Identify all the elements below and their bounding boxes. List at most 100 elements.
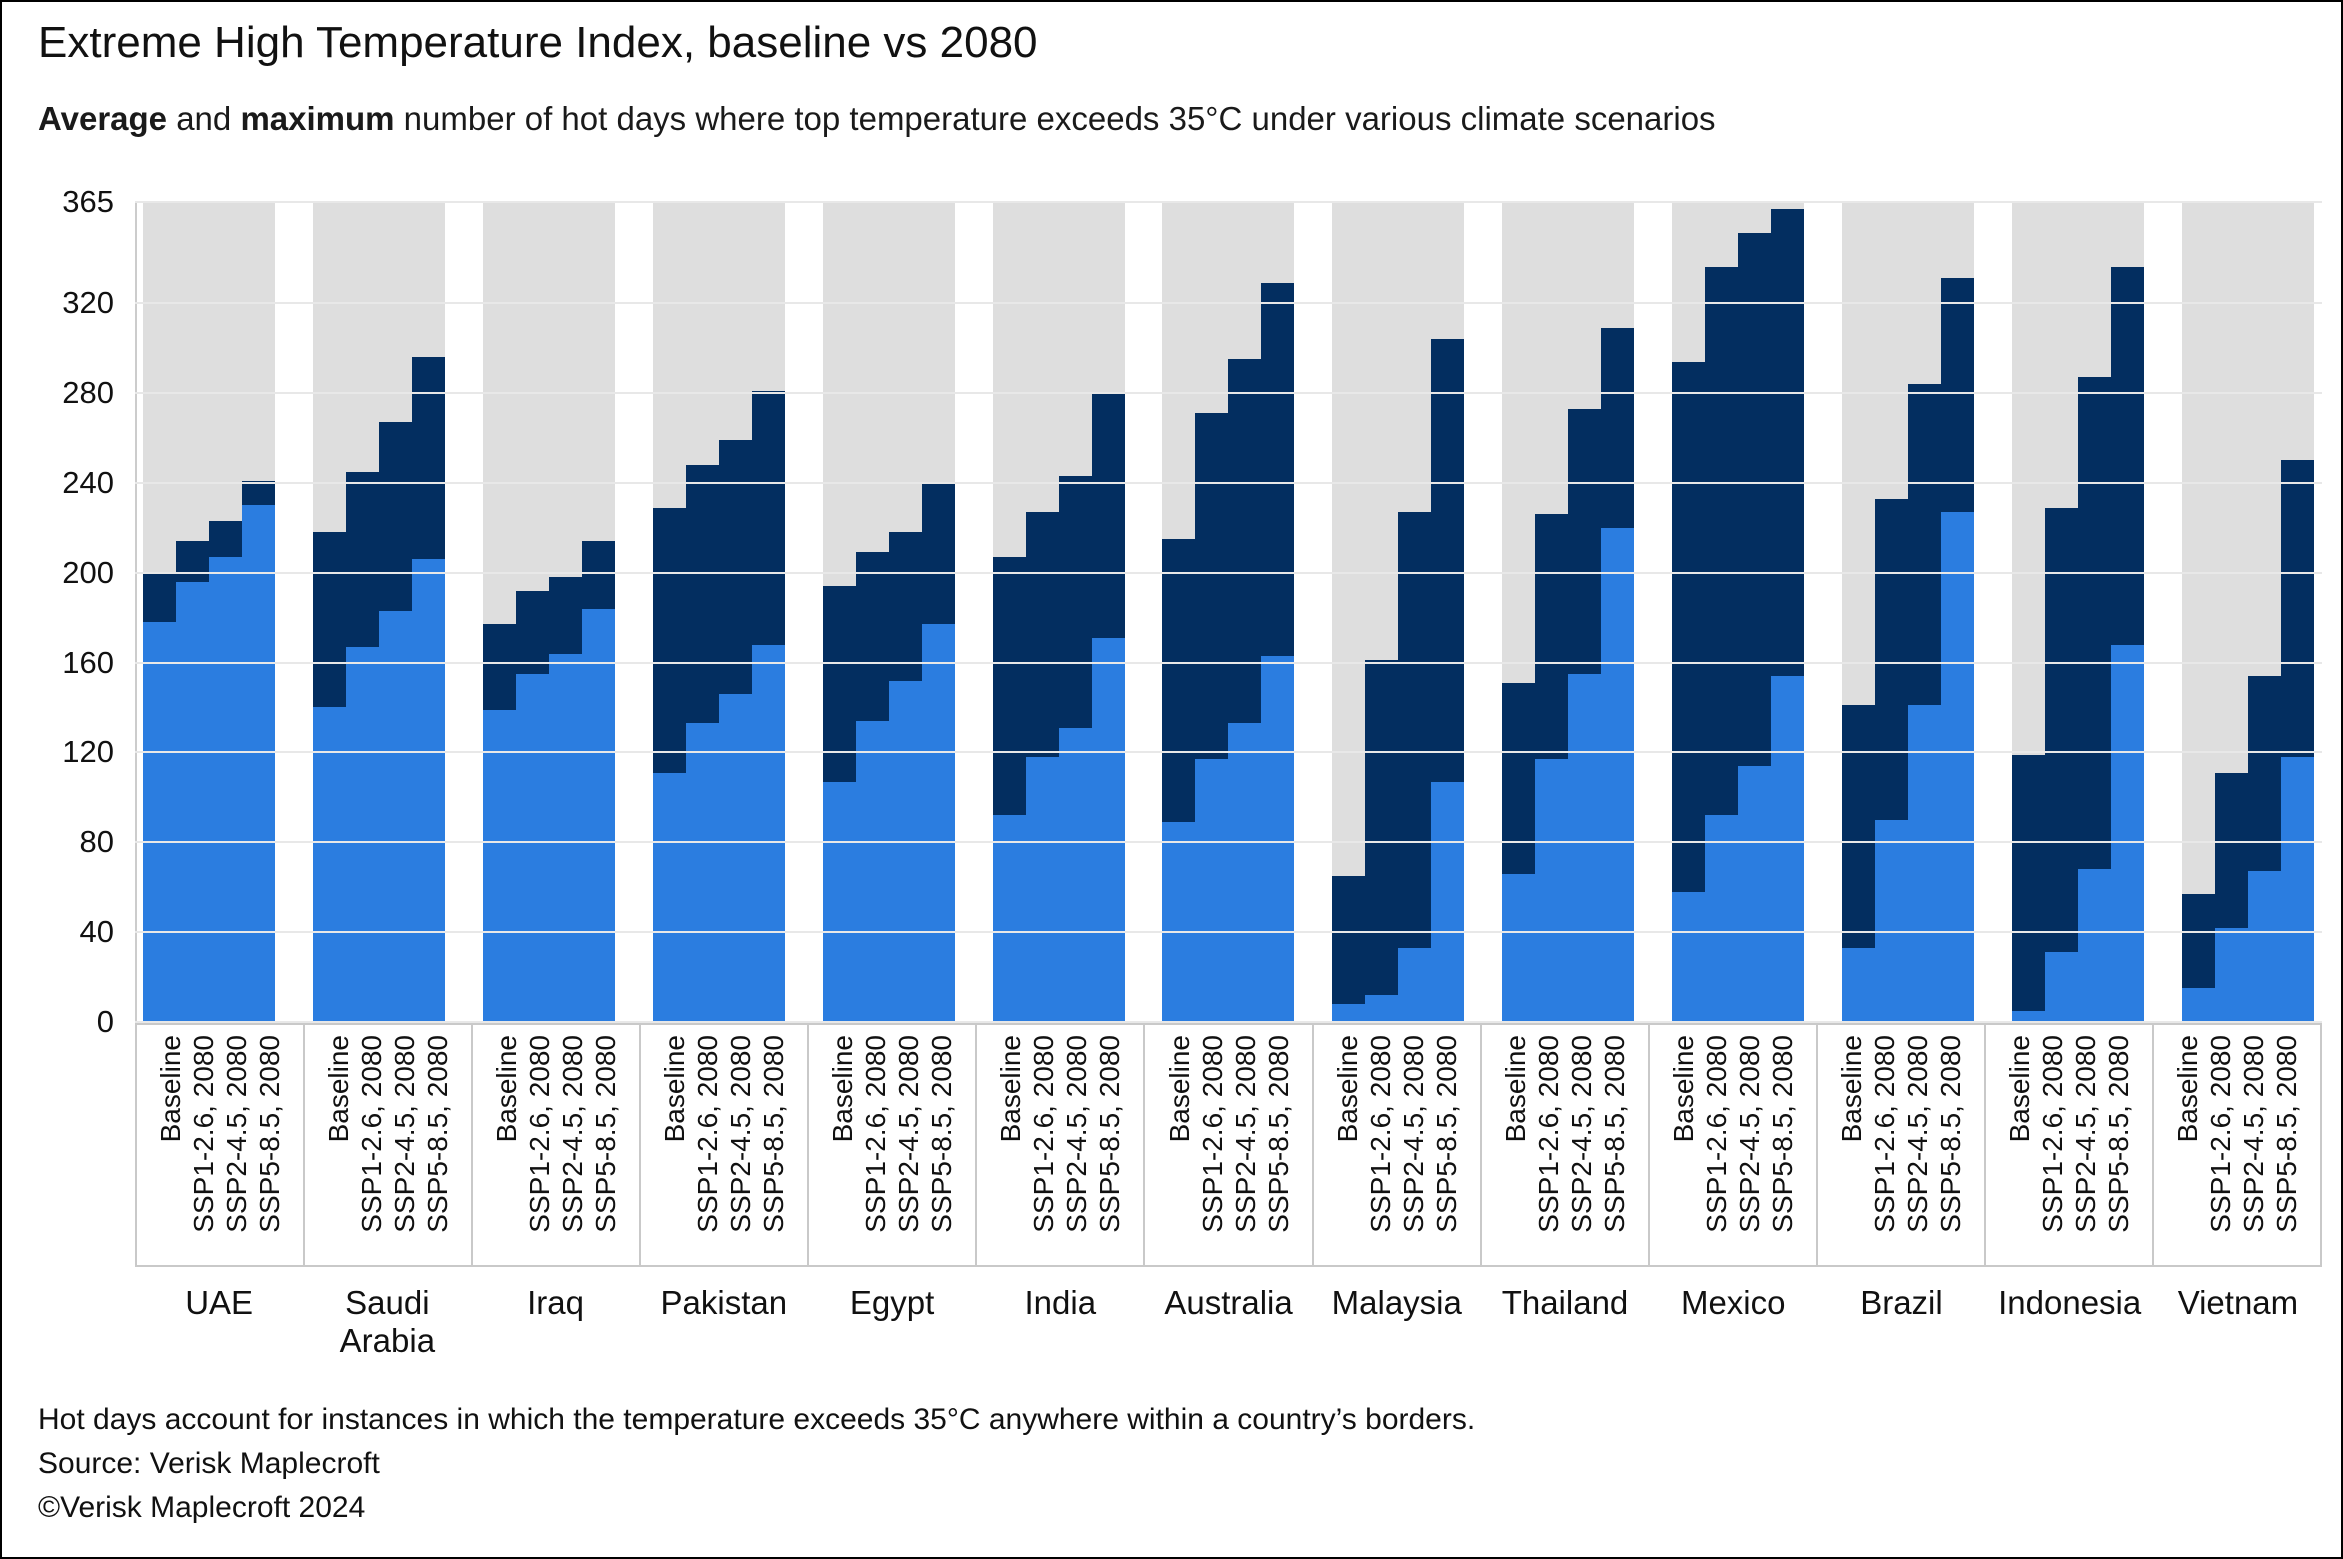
scenario-bar — [1672, 202, 1706, 1022]
scenario-bar — [1705, 202, 1739, 1022]
bar-average — [685, 723, 719, 1022]
bar-maximum — [1261, 282, 1295, 656]
bar-maximum — [482, 624, 516, 710]
bar-maximum — [1228, 359, 1262, 724]
bar-maximum — [1875, 498, 1909, 820]
bar-maximum — [378, 422, 412, 611]
scenario-bar — [581, 202, 615, 1022]
bar-average — [1672, 891, 1706, 1022]
scenario-tick-label: SSP2-4.5, 2080 — [1229, 1035, 1261, 1233]
country-column — [1842, 201, 1975, 1022]
scenario-bar — [2011, 202, 2045, 1022]
country-name: UAE — [185, 1284, 254, 1321]
scenario-tick-label: Baseline — [2171, 1035, 2203, 1143]
scenario-tick-label: SSP5-8.5, 2080 — [926, 1035, 958, 1233]
scenario-tick-label: SSP1-2.6, 2080 — [1532, 1035, 1564, 1233]
bar-average — [1568, 673, 1602, 1022]
scenario-tick-label: SSP2-4.5, 2080 — [557, 1035, 589, 1233]
bar-average — [855, 720, 889, 1022]
scenario-bar — [143, 202, 176, 1022]
country-column — [2181, 201, 2314, 1022]
country-name: Egypt — [849, 1284, 935, 1321]
scenario-bar — [2181, 202, 2215, 1022]
country-name: Australia — [1164, 1284, 1293, 1321]
bar-maximum — [345, 471, 379, 647]
scenario-bar — [378, 202, 412, 1022]
y-tick-label: 120 — [62, 734, 114, 770]
scenario-bar — [1091, 202, 1125, 1022]
scenario-tick-label: SSP1-2.6, 2080 — [860, 1035, 892, 1233]
scenario-tick-label: SSP2-4.5, 2080 — [2237, 1035, 2269, 1233]
scenario-tick-label: SSP1-2.6, 2080 — [1364, 1035, 1396, 1233]
scenario-bar — [1738, 202, 1772, 1022]
chart-title: Extreme High Temperature Index, baseline… — [38, 18, 1038, 67]
scenario-bar — [1261, 202, 1295, 1022]
y-tick-label: 240 — [62, 464, 114, 500]
scenario-bar — [209, 202, 242, 1022]
gridline — [135, 571, 2322, 574]
country-name: Brazil — [1860, 1284, 1943, 1321]
bar-maximum — [143, 572, 176, 623]
tick-cell: Baseline SSP1-2.6, 2080 SSP2-4.5, 2080 SSP5… — [1143, 1025, 1311, 1265]
y-tick-label: 200 — [62, 554, 114, 590]
tick-set: Baseline SSP1-2.6, 2080 SSP2-4.5, 2080 SSP5… — [1163, 1035, 1295, 1265]
scenario-tick-label: SSP5-8.5, 2080 — [1766, 1035, 1798, 1233]
scenario-tick-label: Baseline — [995, 1035, 1027, 1143]
scenario-bar — [718, 202, 752, 1022]
bar-average — [1601, 527, 1635, 1022]
footnote-copyright: ©Verisk Maplecroft 2024 — [38, 1491, 366, 1524]
bar-average — [2280, 756, 2314, 1022]
bar-maximum — [209, 521, 242, 557]
scenario-tick-label: SSP5-8.5, 2080 — [590, 1035, 622, 1233]
bar-average — [1025, 756, 1059, 1022]
scenario-tick-label: SSP1-2.6, 2080 — [188, 1035, 220, 1233]
scenario-tick-label: SSP2-4.5, 2080 — [1397, 1035, 1429, 1233]
scenario-bar — [2044, 202, 2078, 1022]
country-column — [2011, 201, 2144, 1022]
scenario-tick-label: Baseline — [323, 1035, 355, 1143]
scenario-bar — [1162, 202, 1196, 1022]
country-column — [1162, 201, 1295, 1022]
bar-average — [548, 653, 582, 1022]
scenario-bar — [1332, 202, 1366, 1022]
scenario-tick-label: SSP2-4.5, 2080 — [1901, 1035, 1933, 1233]
bar-maximum — [2077, 377, 2111, 870]
bar-average — [482, 709, 516, 1022]
tick-set: Baseline SSP1-2.6, 2080 SSP2-4.5, 2080 SSP5… — [1667, 1035, 1799, 1265]
bar-maximum — [1162, 539, 1196, 823]
bar-maximum — [1672, 361, 1706, 892]
country-name: Mexico — [1680, 1284, 1786, 1321]
bar-maximum — [2280, 460, 2314, 757]
scenario-bar — [176, 202, 209, 1022]
bar-maximum — [718, 440, 752, 694]
scenario-bar — [515, 202, 549, 1022]
bar-average — [921, 624, 955, 1022]
country-labels-row: UAE Saudi Arabia Iraq Pakistan Egypt India Aus… — [135, 1284, 2322, 1360]
bar-maximum — [176, 541, 209, 582]
y-tick-label: 160 — [62, 644, 114, 680]
scenario-bar — [411, 202, 445, 1022]
plot-area — [135, 201, 2322, 1023]
scenario-bar — [855, 202, 889, 1022]
scenario-bar — [822, 202, 856, 1022]
scenario-tick-label: SSP1-2.6, 2080 — [1700, 1035, 1732, 1233]
tick-set: Baseline SSP1-2.6, 2080 SSP2-4.5, 2080 SSP5… — [1499, 1035, 1631, 1265]
bar-average — [143, 622, 176, 1022]
bar-maximum — [2044, 507, 2078, 953]
bar-average — [1908, 705, 1942, 1022]
bar-average — [1941, 512, 1975, 1022]
scenario-bar — [548, 202, 582, 1022]
tick-cell: Baseline SSP1-2.6, 2080 SSP2-4.5, 2080 SSP5… — [1311, 1025, 1480, 1265]
tick-set: Baseline SSP1-2.6, 2080 SSP2-4.5, 2080 SSP5… — [2003, 1035, 2135, 1265]
y-tick-label: 320 — [62, 285, 114, 321]
subtitle-joiner: and — [167, 100, 241, 137]
scenario-bar — [1842, 202, 1876, 1022]
bar-maximum — [1535, 514, 1569, 760]
scenario-bar — [1502, 202, 1536, 1022]
bar-maximum — [1365, 660, 1399, 996]
bar-average — [1502, 873, 1536, 1022]
gridline — [135, 1021, 2322, 1023]
scenario-tick-label: SSP1-2.6, 2080 — [356, 1035, 388, 1233]
scenario-bar — [2214, 202, 2248, 1022]
bar-maximum — [312, 532, 346, 708]
